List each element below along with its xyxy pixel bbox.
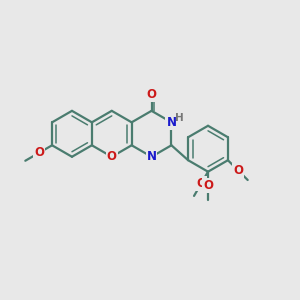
Text: O: O [34,146,44,159]
Text: H: H [175,113,184,124]
Text: N: N [167,116,176,129]
Text: O: O [146,88,157,101]
Text: O: O [107,150,117,163]
Text: O: O [196,177,206,190]
Text: N: N [146,150,157,163]
Text: O: O [203,179,213,192]
Text: O: O [233,164,243,177]
